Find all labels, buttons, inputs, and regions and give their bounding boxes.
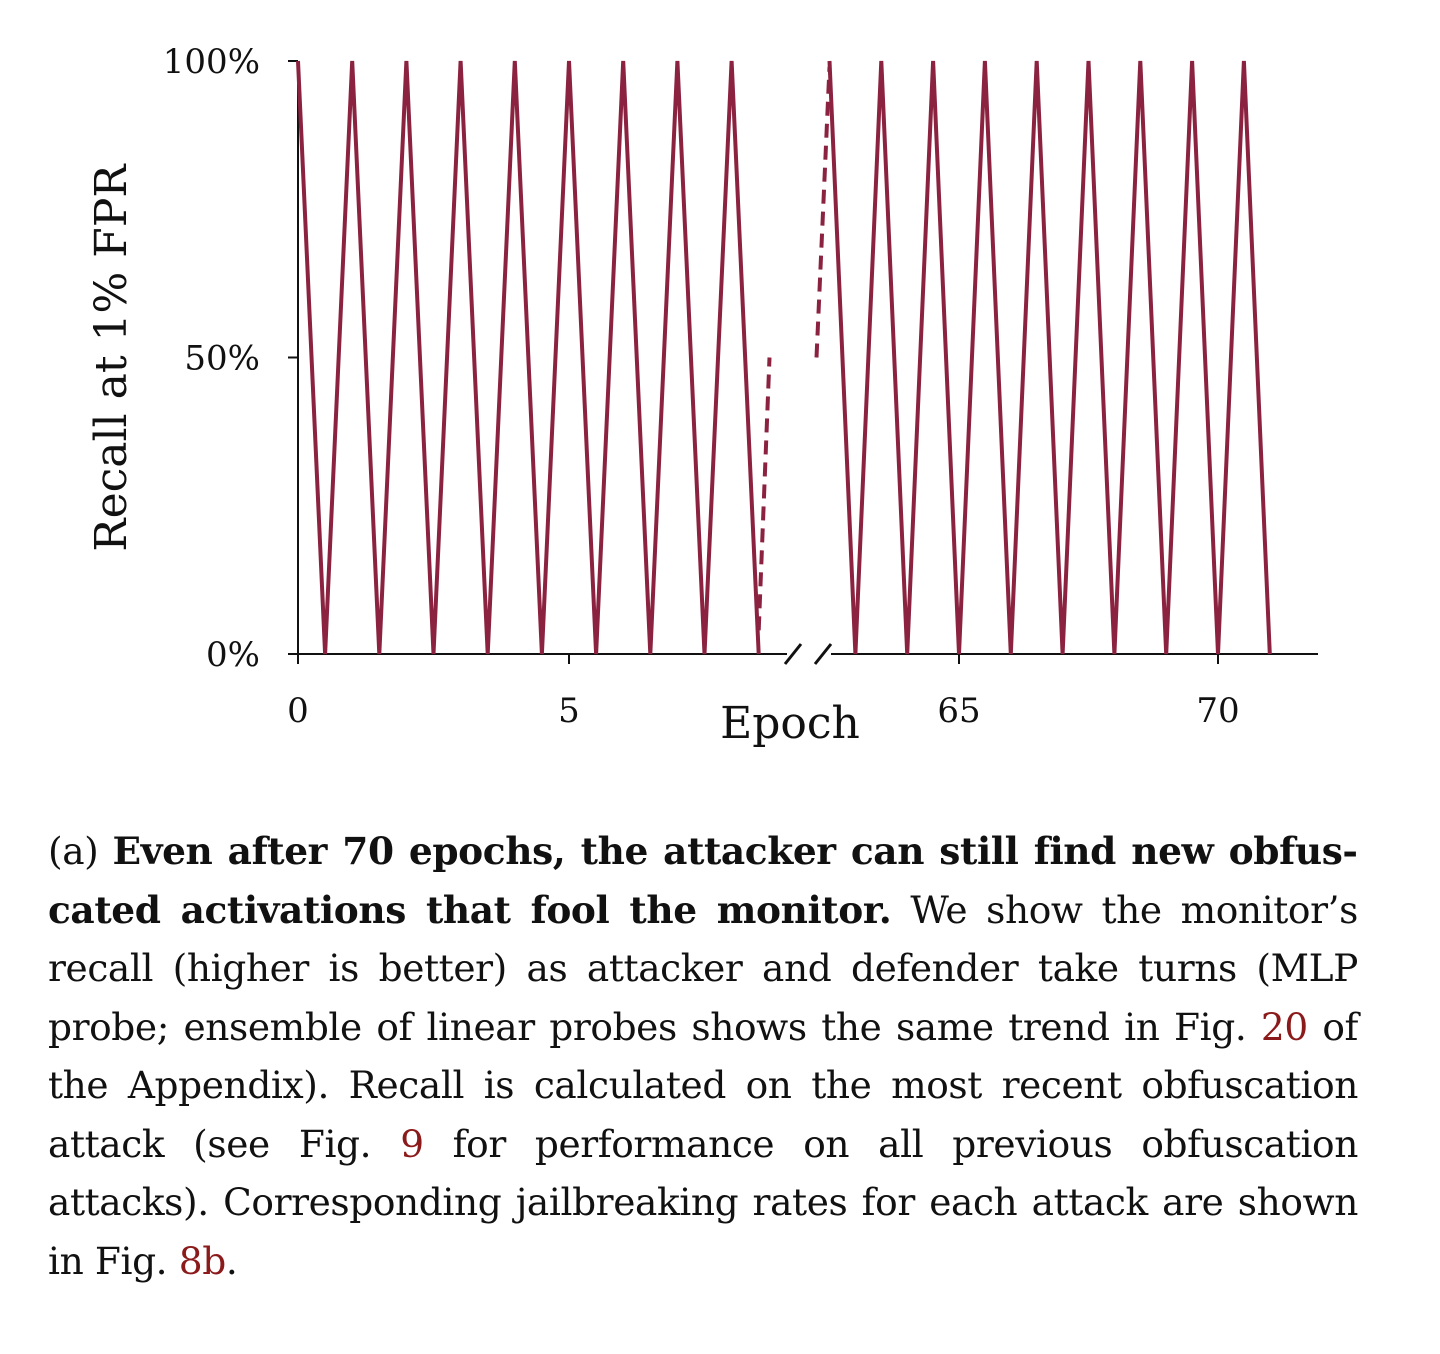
figure-caption: (a) Even after 70 epochs, the attacker c… (48, 822, 1358, 1290)
y-tick-label: 100% (163, 42, 260, 82)
caption-prefix: (a) (48, 829, 113, 873)
x-tick-label: 0 (287, 691, 309, 731)
y-tick-label: 0% (206, 635, 260, 675)
dashed-segment-1 (756, 357, 772, 631)
axis-break-mark-1 (783, 643, 803, 665)
x-tick-label: 70 (1196, 691, 1239, 731)
recall-line-segment-3 (827, 60, 1272, 655)
caption-text-4: . (225, 1238, 238, 1283)
caption-text-1: We show the monitor’s recall (higher is … (48, 887, 1359, 1049)
x-tick-label: 65 (937, 691, 980, 731)
x-tick-label: 5 (558, 691, 580, 731)
caption-bold-lead: Even after 70 epochs, the attacker can s… (48, 829, 1358, 932)
dashed-segment-2 (814, 66, 832, 358)
caption-text-3: for performance on all previous obfuscat… (48, 1121, 1358, 1283)
recall-chart: 0% 50% 100% 0 5 65 70 Epoch Recall at 1% FPR (86, 42, 1318, 749)
y-axis-title: Recall at 1% FPR (86, 163, 137, 552)
y-tick-label: 50% (184, 339, 260, 379)
fig-20-link[interactable]: 20 (1260, 1004, 1308, 1049)
axis-break-mark-2 (813, 643, 833, 665)
fig-9-link[interactable]: 9 (400, 1121, 424, 1166)
fig-8b-link[interactable]: 8b (178, 1238, 226, 1283)
x-axis-title: Epoch (720, 698, 860, 749)
recall-line-segment-0 (296, 60, 761, 655)
chart-canvas: 0% 50% 100% 0 5 65 70 Epoch Recall at 1% FPR (86, 42, 1318, 749)
caption-text-2: of the Appendix). Recall is calculated o… (48, 1004, 1358, 1166)
